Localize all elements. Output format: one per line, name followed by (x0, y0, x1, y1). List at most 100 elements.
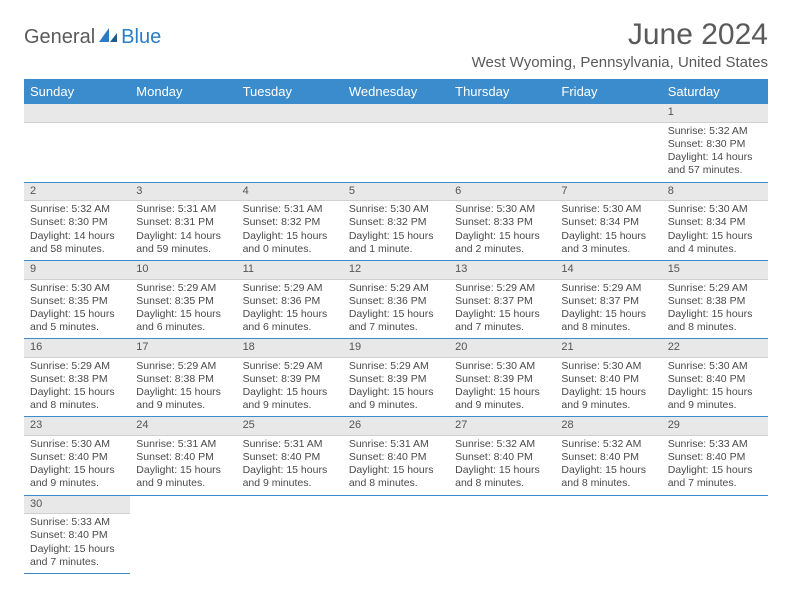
sunset-text: Sunset: 8:39 PM (349, 373, 443, 386)
sunset-text: Sunset: 8:35 PM (30, 295, 124, 308)
empty-daynum (237, 104, 343, 123)
sunset-text: Sunset: 8:37 PM (561, 295, 655, 308)
calendar-day-cell (555, 104, 661, 182)
calendar-day-cell (662, 495, 768, 573)
sunrise-text: Sunrise: 5:32 AM (668, 125, 762, 138)
weekday-header: Saturday (662, 79, 768, 104)
day-number: 23 (24, 417, 130, 436)
day-number: 10 (130, 261, 236, 280)
day-data: Sunrise: 5:32 AMSunset: 8:30 PMDaylight:… (662, 123, 768, 182)
sunset-text: Sunset: 8:34 PM (668, 216, 762, 229)
calendar-day-cell: 13Sunrise: 5:29 AMSunset: 8:37 PMDayligh… (449, 260, 555, 338)
calendar-day-cell: 3Sunrise: 5:31 AMSunset: 8:31 PMDaylight… (130, 182, 236, 260)
sunrise-text: Sunrise: 5:31 AM (349, 438, 443, 451)
logo-text-blue: Blue (121, 26, 161, 49)
day-number: 22 (662, 339, 768, 358)
daylight-text: Daylight: 15 hours and 9 minutes. (243, 386, 337, 412)
sunset-text: Sunset: 8:40 PM (243, 451, 337, 464)
day-number: 6 (449, 183, 555, 202)
day-data: Sunrise: 5:31 AMSunset: 8:40 PMDaylight:… (343, 436, 449, 495)
calendar-day-cell: 2Sunrise: 5:32 AMSunset: 8:30 PMDaylight… (24, 182, 130, 260)
daylight-text: Daylight: 15 hours and 7 minutes. (455, 308, 549, 334)
day-number: 25 (237, 417, 343, 436)
sunrise-text: Sunrise: 5:30 AM (668, 203, 762, 216)
day-data: Sunrise: 5:30 AMSunset: 8:33 PMDaylight:… (449, 201, 555, 260)
calendar-day-cell: 19Sunrise: 5:29 AMSunset: 8:39 PMDayligh… (343, 339, 449, 417)
day-number: 13 (449, 261, 555, 280)
day-data: Sunrise: 5:30 AMSunset: 8:40 PMDaylight:… (24, 436, 130, 495)
daylight-text: Daylight: 14 hours and 59 minutes. (136, 230, 230, 256)
sunrise-text: Sunrise: 5:31 AM (243, 438, 337, 451)
sunset-text: Sunset: 8:37 PM (455, 295, 549, 308)
calendar-day-cell: 9 Sunrise: 5:30 AMSunset: 8:35 PMDaylight… (24, 260, 130, 338)
sunrise-text: Sunrise: 5:29 AM (349, 282, 443, 295)
weekday-header: Friday (555, 79, 661, 104)
daylight-text: Daylight: 15 hours and 8 minutes. (30, 386, 124, 412)
sunrise-text: Sunrise: 5:29 AM (349, 360, 443, 373)
calendar-day-cell: 14Sunrise: 5:29 AMSunset: 8:37 PMDayligh… (555, 260, 661, 338)
calendar-week-row: 23Sunrise: 5:30 AMSunset: 8:40 PMDayligh… (24, 417, 768, 495)
day-data: Sunrise: 5:31 AMSunset: 8:32 PMDaylight:… (237, 201, 343, 260)
day-data: Sunrise: 5:32 AMSunset: 8:40 PMDaylight:… (449, 436, 555, 495)
calendar-day-cell: 4Sunrise: 5:31 AMSunset: 8:32 PMDaylight… (237, 182, 343, 260)
calendar-day-cell: 21Sunrise: 5:30 AMSunset: 8:40 PMDayligh… (555, 339, 661, 417)
sunset-text: Sunset: 8:32 PM (349, 216, 443, 229)
sunrise-text: Sunrise: 5:29 AM (561, 282, 655, 295)
sunset-text: Sunset: 8:40 PM (455, 451, 549, 464)
day-data: Sunrise: 5:29 AMSunset: 8:39 PMDaylight:… (237, 358, 343, 417)
sunrise-text: Sunrise: 5:29 AM (455, 282, 549, 295)
sunrise-text: Sunrise: 5:31 AM (136, 203, 230, 216)
calendar-day-cell: 20Sunrise: 5:30 AMSunset: 8:39 PMDayligh… (449, 339, 555, 417)
weekday-header: Tuesday (237, 79, 343, 104)
sunset-text: Sunset: 8:30 PM (668, 138, 762, 151)
daylight-text: Daylight: 15 hours and 9 minutes. (136, 386, 230, 412)
calendar-day-cell (237, 495, 343, 573)
day-number: 2 (24, 183, 130, 202)
sunset-text: Sunset: 8:38 PM (668, 295, 762, 308)
day-number: 12 (343, 261, 449, 280)
sunset-text: Sunset: 8:40 PM (349, 451, 443, 464)
sunrise-text: Sunrise: 5:29 AM (136, 282, 230, 295)
calendar-table: Sunday Monday Tuesday Wednesday Thursday… (24, 79, 768, 574)
day-data: Sunrise: 5:31 AMSunset: 8:31 PMDaylight:… (130, 201, 236, 260)
sunset-text: Sunset: 8:30 PM (30, 216, 124, 229)
sunrise-text: Sunrise: 5:30 AM (30, 282, 124, 295)
day-data: Sunrise: 5:29 AMSunset: 8:37 PMDaylight:… (449, 280, 555, 339)
daylight-text: Daylight: 15 hours and 8 minutes. (668, 308, 762, 334)
daylight-text: Daylight: 15 hours and 2 minutes. (455, 230, 549, 256)
calendar-day-cell: 1Sunrise: 5:32 AMSunset: 8:30 PMDaylight… (662, 104, 768, 182)
header: General Blue June 2024 West Wyoming, Pen… (24, 18, 768, 71)
calendar-day-cell: 17Sunrise: 5:29 AMSunset: 8:38 PMDayligh… (130, 339, 236, 417)
day-number: 5 (343, 183, 449, 202)
calendar-day-cell: 16Sunrise: 5:29 AMSunset: 8:38 PMDayligh… (24, 339, 130, 417)
sunrise-text: Sunrise: 5:30 AM (561, 360, 655, 373)
empty-daynum (130, 104, 236, 123)
calendar-day-cell: 11Sunrise: 5:29 AMSunset: 8:36 PMDayligh… (237, 260, 343, 338)
empty-daynum (24, 104, 130, 123)
logo-text-general: General (24, 26, 95, 49)
title-block: June 2024 West Wyoming, Pennsylvania, Un… (472, 18, 768, 71)
calendar-day-cell (343, 495, 449, 573)
calendar-day-cell: 23Sunrise: 5:30 AMSunset: 8:40 PMDayligh… (24, 417, 130, 495)
day-data: Sunrise: 5:29 AMSunset: 8:36 PMDaylight:… (237, 280, 343, 339)
sunset-text: Sunset: 8:34 PM (561, 216, 655, 229)
day-data: Sunrise: 5:33 AMSunset: 8:40 PMDaylight:… (24, 514, 130, 573)
daylight-text: Daylight: 15 hours and 8 minutes. (455, 464, 549, 490)
calendar-day-cell: 28Sunrise: 5:32 AMSunset: 8:40 PMDayligh… (555, 417, 661, 495)
sunset-text: Sunset: 8:39 PM (243, 373, 337, 386)
calendar-day-cell: 24Sunrise: 5:31 AMSunset: 8:40 PMDayligh… (130, 417, 236, 495)
sunset-text: Sunset: 8:40 PM (668, 373, 762, 386)
empty-daynum (449, 104, 555, 123)
sunset-text: Sunset: 8:40 PM (30, 451, 124, 464)
day-data: Sunrise: 5:29 AMSunset: 8:38 PMDaylight:… (130, 358, 236, 417)
calendar-day-cell: 22Sunrise: 5:30 AMSunset: 8:40 PMDayligh… (662, 339, 768, 417)
calendar-day-cell: 8Sunrise: 5:30 AMSunset: 8:34 PMDaylight… (662, 182, 768, 260)
sunset-text: Sunset: 8:40 PM (668, 451, 762, 464)
day-data: Sunrise: 5:29 AMSunset: 8:38 PMDaylight:… (24, 358, 130, 417)
daylight-text: Daylight: 15 hours and 5 minutes. (30, 308, 124, 334)
calendar-day-cell: 29Sunrise: 5:33 AMSunset: 8:40 PMDayligh… (662, 417, 768, 495)
daylight-text: Daylight: 15 hours and 6 minutes. (136, 308, 230, 334)
sunset-text: Sunset: 8:40 PM (561, 373, 655, 386)
page-title: June 2024 (472, 18, 768, 52)
day-number: 9 (24, 261, 130, 280)
